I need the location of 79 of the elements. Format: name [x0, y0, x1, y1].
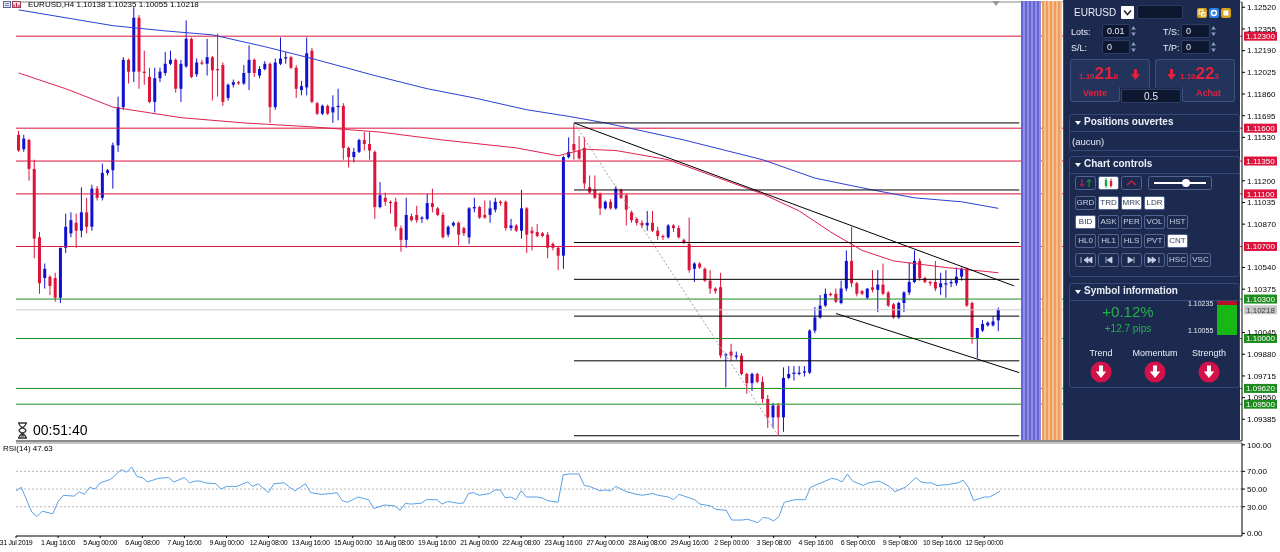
annotation: T/S: [1163, 27, 1180, 38]
button: HST [1167, 215, 1188, 229]
annotation: 0.5 [1144, 91, 1158, 102]
y-tick-label: 1.12355 [1247, 24, 1277, 34]
annotation: 1.10223 [1180, 64, 1219, 83]
ref-line-label: 1.10000 [1246, 334, 1276, 344]
button: CNT [1167, 234, 1188, 248]
price-button: 1.10218 [1070, 59, 1150, 88]
input-field: 0 [1181, 24, 1210, 38]
annotation: S/L: [1071, 43, 1088, 54]
ref-line-label: 1.12300 [1246, 31, 1276, 41]
input-field: 0 [1102, 40, 1130, 54]
y-tick-label: 1.11695 [1247, 111, 1276, 121]
y-tick-label: 1.10870 [1247, 219, 1277, 229]
annotation: Strength [1191, 348, 1227, 359]
annotation: 0.01 [1107, 26, 1125, 37]
button: BID [1075, 215, 1096, 229]
y-tick-label: 1.10375 [1247, 285, 1277, 295]
y-tick-label: 1.11530 [1247, 133, 1276, 143]
button: MRK [1121, 196, 1142, 210]
ref-line-label: 1.11600 [1246, 123, 1276, 133]
ref-line-label: 1.11350 [1246, 156, 1276, 166]
ref-line-label: 1.10700 [1246, 242, 1276, 252]
y-tick-label: 30.00 [1247, 502, 1268, 512]
y-tick-label: 0.00 [1247, 529, 1264, 539]
annotation: EURUSD [1074, 7, 1117, 19]
ref-line-label: 1.11100 [1246, 189, 1275, 199]
button: Achat [1182, 87, 1235, 102]
annotation: Trend [1089, 348, 1113, 359]
annotation: Momentum [1132, 348, 1178, 359]
annotation: 0 [1107, 42, 1113, 53]
annotation: Lots: [1071, 27, 1091, 38]
y-tick-label: 1.11200 [1247, 176, 1276, 186]
button: ASK [1098, 215, 1119, 229]
y-tick-label: 1.11860 [1247, 89, 1276, 99]
annotation: Chart controls [1084, 158, 1153, 170]
button: HLS [1121, 234, 1142, 248]
y-tick-label: 1.09880 [1247, 350, 1277, 360]
button: LDR [1144, 196, 1165, 210]
ref-line-label: 1.10300 [1246, 294, 1276, 304]
annotation: +12.7 pips [1104, 323, 1152, 335]
y-tick-label: 1.11035 [1247, 198, 1276, 208]
annotation: 1.10218 [1079, 64, 1118, 83]
annotation: T/P: [1163, 43, 1180, 54]
button: HL0 [1075, 234, 1096, 248]
input-field: 0 [1181, 40, 1210, 54]
y-tick-label: 50.00 [1247, 484, 1268, 494]
button: HSC [1167, 253, 1188, 267]
annotation: +0.12% [1102, 303, 1154, 320]
ref-line-label: 1.09620 [1246, 384, 1276, 394]
y-tick-label: 1.12025 [1247, 68, 1277, 78]
annotation: (aucun) [1072, 136, 1105, 147]
annotation: 0 [1186, 42, 1192, 53]
button: GRD [1075, 196, 1096, 210]
button: VOL [1144, 215, 1165, 229]
y-tick-label: 1.09385 [1247, 415, 1277, 425]
button: TRD [1098, 196, 1119, 210]
chart-title: RSI(14) 47.63 [3, 444, 53, 453]
input-field: 0.5 [1121, 89, 1181, 103]
input-field: 0.01 [1102, 24, 1130, 38]
button: PER [1121, 215, 1142, 229]
price-button: 1.10223 [1155, 59, 1235, 88]
y-tick-label: 70.00 [1247, 467, 1268, 477]
button: HL1 [1098, 234, 1119, 248]
button: Vente [1070, 87, 1120, 102]
ref-line-label: 1.10218 [1246, 305, 1276, 315]
y-tick-label: 100.00 [1247, 440, 1273, 450]
chart-title: EURUSD,H4 1.10138 1.10235 1.10055 1.10218 [28, 0, 199, 9]
annotation: Symbol information [1084, 285, 1178, 297]
y-tick-label: 1.10540 [1247, 263, 1277, 273]
ref-line-label: 1.09500 [1246, 399, 1276, 409]
annotation: 00:51:40 [33, 421, 88, 439]
button: VSC [1190, 253, 1211, 267]
annotation: 0 [1186, 26, 1192, 37]
button: PVT [1144, 234, 1165, 248]
annotation: Positions ouvertes [1084, 116, 1174, 128]
y-tick-label: 1.12190 [1247, 46, 1277, 56]
y-tick-label: 1.12520 [1247, 3, 1277, 13]
y-tick-label: 1.09715 [1247, 371, 1277, 381]
